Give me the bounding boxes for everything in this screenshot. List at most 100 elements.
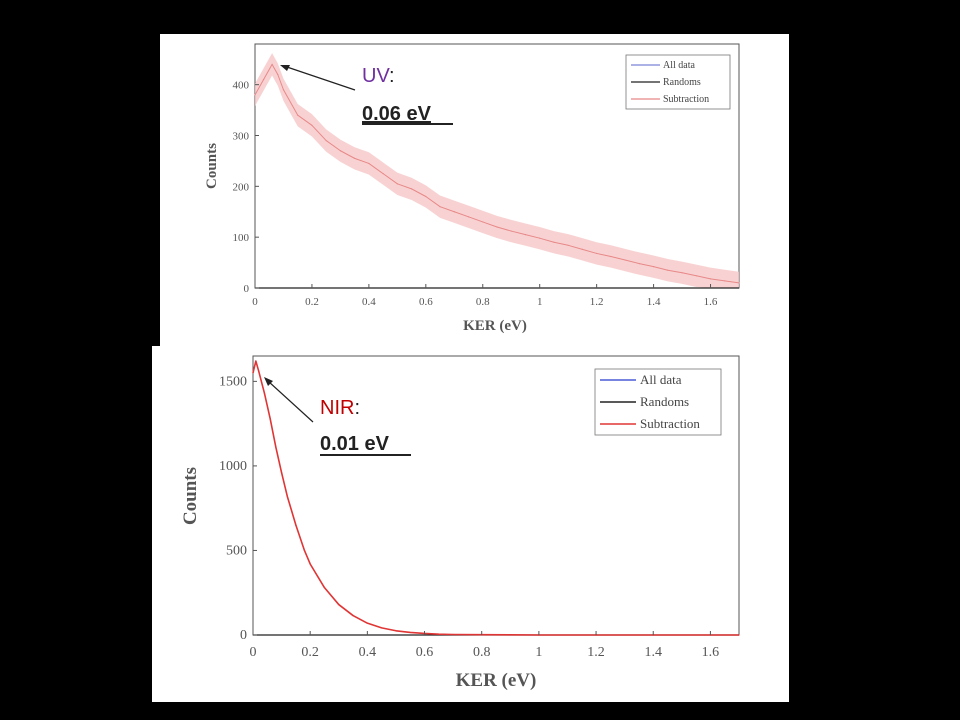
uv-subtraction-point	[396, 183, 398, 185]
uv-x-ticks: 0 0.2 0.4 0.6 0.8 1 1.2 1.4 1.6	[252, 284, 718, 308]
uv-annotation-colon: :	[389, 65, 395, 87]
uv-annotation-value: 0.06 eV	[362, 103, 432, 125]
uv-subtraction-point	[667, 269, 669, 271]
uv-subtraction-point	[524, 234, 527, 236]
uv-x-tick-label: 1.2	[590, 296, 604, 308]
uv-error-band	[255, 53, 739, 289]
nir-subtraction-point	[269, 417, 271, 420]
uv-y-tick-label: 200	[233, 181, 250, 193]
uv-subtraction-point	[724, 280, 726, 282]
nir-x-tick-label: 1.6	[702, 645, 720, 660]
nir-subtraction-point	[409, 631, 411, 634]
nir-series-lines	[252, 360, 740, 636]
uv-x-tick-label: 0.2	[305, 296, 319, 308]
uv-legend-label-randoms: Randoms	[663, 77, 701, 88]
nir-subtraction-point	[366, 622, 368, 624]
nir-x-tick-label: 1.2	[587, 645, 605, 660]
nir-subtraction-point	[286, 495, 288, 497]
uv-subtraction-point	[368, 162, 370, 165]
nir-y-tick-label: 1000	[219, 459, 247, 474]
uv-subtraction-point	[382, 173, 384, 175]
uv-subtraction-point	[567, 244, 569, 246]
uv-y-tick-label: 300	[233, 131, 250, 143]
uv-subtraction-point	[510, 230, 512, 232]
nir-y-axis-label: Counts	[180, 467, 201, 525]
uv-subtraction-point	[282, 89, 285, 91]
uv-subtraction-point	[339, 150, 342, 152]
nir-x-tick-label: 1.4	[644, 645, 662, 660]
nir-subtraction-point	[252, 372, 254, 374]
uv-subtraction-point	[453, 211, 455, 213]
uv-subtraction-point	[277, 73, 279, 76]
nir-subtraction-point	[352, 614, 354, 617]
uv-x-tick-label: 1.4	[647, 296, 661, 308]
uv-subtraction-point	[610, 255, 612, 258]
uv-legend-label-all-data: All data	[663, 60, 695, 71]
nir-legend: All data Randoms Subtraction	[594, 368, 722, 436]
uv-subtraction-point	[709, 278, 712, 280]
uv-y-tick-label: 400	[233, 80, 250, 92]
uv-y-tick-label: 0	[244, 283, 250, 295]
nir-subtraction-point	[263, 392, 266, 394]
uv-subtraction-error-band	[255, 53, 739, 289]
uv-x-tick-label: 0.4	[362, 296, 376, 308]
nir-x-tick-label: 1	[535, 645, 542, 660]
uv-x-tick-label: 0.8	[476, 296, 490, 308]
nir-x-tick-label: 0	[250, 645, 257, 660]
nir-panel: 0 0.2 0.4 0.6 0.8 1 1.2 1.4 1.6 0 500 1000 1500 KER…	[152, 346, 789, 702]
uv-subtraction-point	[681, 272, 683, 274]
uv-subtraction-point	[596, 252, 598, 255]
nir-subtraction-point	[275, 446, 277, 448]
nir-annotation-colon: :	[354, 397, 360, 419]
nir-y-tick-label: 0	[240, 628, 247, 643]
uv-subtraction-point	[354, 157, 356, 159]
uv-subtraction-point	[496, 226, 498, 228]
uv-subtraction-point	[410, 188, 413, 190]
uv-annotation-arrowhead	[280, 65, 290, 71]
uv-subtraction-point	[553, 241, 555, 243]
nir-subtraction-line	[252, 360, 739, 636]
uv-series-lines	[254, 63, 740, 289]
uv-y-axis-label: Counts	[204, 143, 220, 189]
uv-x-tick-label: 0.6	[419, 296, 433, 308]
uv-x-tick-label: 1.6	[704, 296, 718, 308]
uv-subtraction-point	[539, 237, 541, 239]
nir-subtraction-point	[280, 472, 283, 474]
uv-subtraction-point	[325, 139, 327, 142]
uv-legend: All data Randoms Subtraction	[625, 54, 731, 110]
uv-subtraction-point	[311, 124, 313, 126]
nir-x-axis-label: KER (eV)	[456, 670, 537, 691]
uv-subtraction-point	[297, 114, 299, 116]
uv-subtraction-point	[254, 94, 256, 96]
uv-panel: 0 0.2 0.4 0.6 0.8 1 1.2 1.4 1.6 0 100 200 300 400 KE…	[160, 34, 789, 346]
uv-annotation: UV: 0.06 eV	[280, 65, 453, 125]
uv-legend-label-subtraction: Subtraction	[663, 94, 709, 105]
nir-subtraction-point	[309, 563, 311, 565]
nir-subtraction-point	[381, 627, 383, 629]
nir-annotation-label-text: NIR	[320, 397, 354, 419]
nir-annotation-label: NIR:	[320, 397, 360, 419]
uv-subtraction-point	[425, 195, 427, 198]
uv-subtraction-point	[652, 266, 655, 268]
uv-annotation-arrow	[283, 65, 356, 91]
uv-y-tick-label: 100	[233, 232, 250, 244]
nir-subtraction-point	[438, 633, 440, 635]
uv-subtraction-point	[482, 221, 484, 223]
nir-subtraction-point	[295, 524, 297, 526]
uv-subtraction-point	[695, 275, 697, 277]
nir-x-ticks: 0 0.2 0.4 0.6 0.8 1 1.2 1.4 1.6	[250, 631, 720, 660]
nir-subtraction-point	[509, 634, 511, 636]
nir-annotation-arrow	[267, 380, 314, 423]
nir-legend-label-subtraction: Subtraction	[640, 416, 700, 431]
nir-subtraction-point	[255, 360, 257, 362]
uv-annotation-label: UV:	[362, 65, 395, 87]
nir-subtraction-point	[303, 549, 306, 552]
uv-subtraction-point	[638, 263, 640, 265]
uv-subtraction-point	[262, 78, 265, 81]
nir-subtraction-point	[395, 630, 397, 632]
uv-subtraction-point	[581, 248, 584, 250]
uv-subtraction-point	[624, 259, 626, 261]
uv-subtraction-point	[439, 206, 441, 208]
nir-subtraction-point	[258, 370, 260, 372]
